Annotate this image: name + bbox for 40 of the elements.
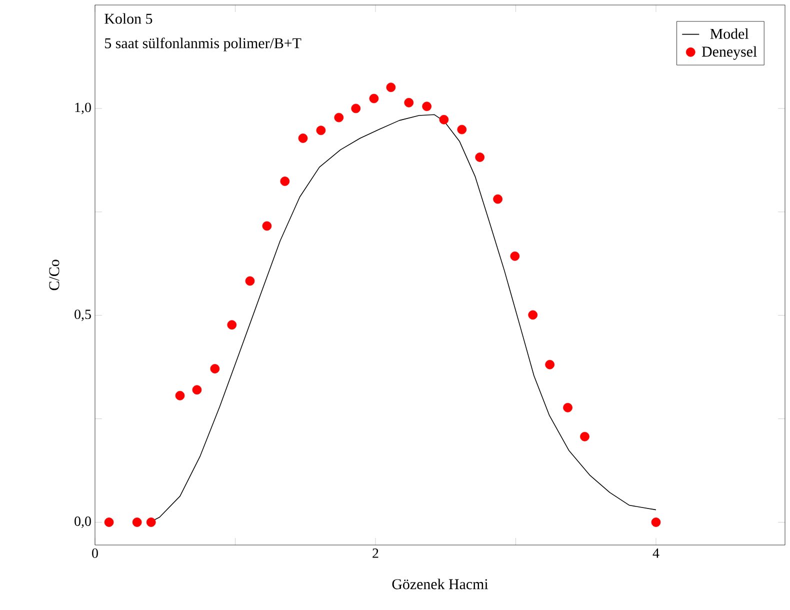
- y-tick-label: 0,0: [74, 516, 91, 528]
- point: [210, 364, 220, 374]
- point: [439, 114, 449, 124]
- point: [262, 221, 272, 231]
- point: [351, 104, 361, 114]
- x-tick-label: 0: [92, 548, 98, 558]
- point: [175, 390, 185, 400]
- point: [316, 126, 326, 136]
- x-tick-label: 4: [652, 548, 660, 558]
- point: [227, 320, 237, 330]
- legend-label: Deneysel: [702, 46, 757, 60]
- y-tick-label: 0,5: [74, 310, 91, 322]
- point: [493, 194, 502, 204]
- point: [651, 518, 661, 527]
- y-tick-label: 1,0: [75, 102, 91, 114]
- point: [245, 276, 255, 286]
- point: [280, 176, 290, 186]
- y-axis-title: C/Co: [49, 260, 60, 290]
- annotation: 5 saat sülfonlanmis polimer/B+T: [105, 38, 302, 52]
- point: [298, 134, 308, 143]
- point: [104, 518, 114, 527]
- point: [132, 518, 142, 527]
- point: [475, 152, 485, 162]
- point: [457, 124, 467, 134]
- point: [510, 251, 520, 261]
- x-axis-title: Gözenek Hacmi: [392, 578, 488, 590]
- point: [334, 112, 344, 122]
- point: [146, 518, 156, 527]
- point: [545, 360, 554, 370]
- point: [563, 402, 572, 412]
- legend-label: Model: [710, 28, 749, 39]
- point: [404, 98, 414, 108]
- point: [528, 310, 538, 320]
- point: [386, 82, 396, 92]
- point: [369, 94, 379, 104]
- point: [580, 432, 590, 442]
- annotation: Kolon 5: [104, 13, 152, 24]
- x-tick-label: 2: [372, 548, 378, 558]
- point: [192, 385, 202, 395]
- point: [422, 102, 432, 112]
